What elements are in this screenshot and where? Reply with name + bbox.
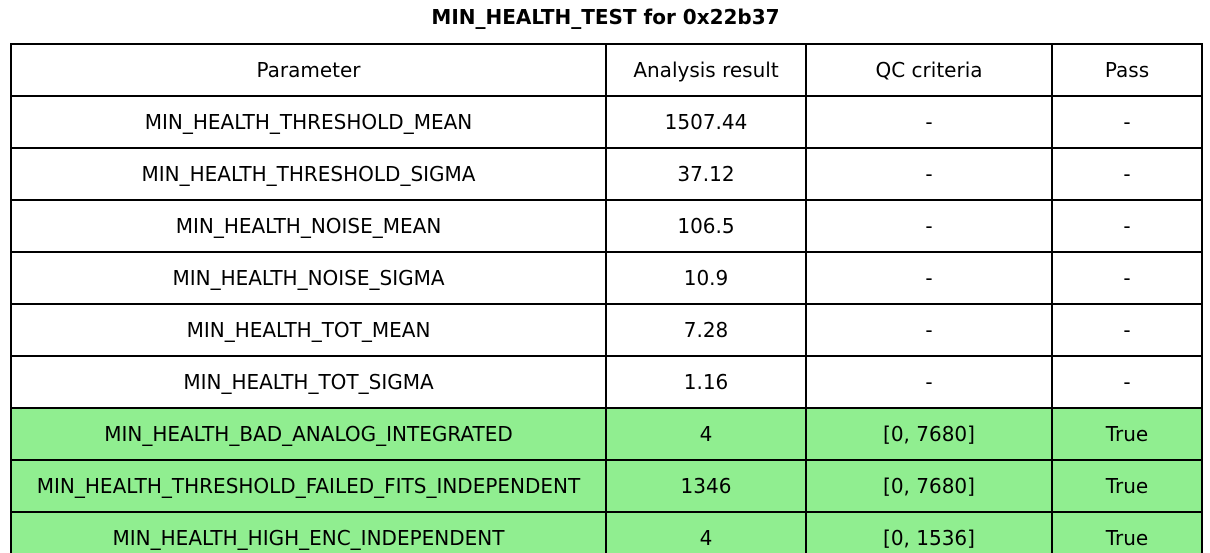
qc-criteria-cell: - — [805, 95, 1053, 149]
parameter-cell: MIN_HEALTH_THRESHOLD_MEAN — [10, 95, 607, 149]
parameter-cell: MIN_HEALTH_HIGH_ENC_INDEPENDENT — [10, 511, 607, 553]
pass-cell: - — [1051, 355, 1203, 409]
qc-criteria-cell: - — [805, 251, 1053, 305]
parameter-cell: MIN_HEALTH_NOISE_SIGMA — [10, 251, 607, 305]
pass-cell: - — [1051, 199, 1203, 253]
parameter-cell: MIN_HEALTH_THRESHOLD_FAILED_FITS_INDEPEN… — [10, 459, 607, 513]
pass-cell: - — [1051, 147, 1203, 201]
analysis-result-cell: 1346 — [605, 459, 807, 513]
analysis-result-cell: 4 — [605, 511, 807, 553]
col-header-pass: Pass — [1051, 43, 1203, 97]
table-row-passed: MIN_HEALTH_HIGH_ENC_INDEPENDENT 4 [0, 15… — [10, 511, 1203, 553]
qc-criteria-cell: [0, 7680] — [805, 407, 1053, 461]
header-row: Parameter Analysis result QC criteria Pa… — [10, 43, 1203, 97]
parameter-cell: MIN_HEALTH_NOISE_MEAN — [10, 199, 607, 253]
parameter-cell: MIN_HEALTH_BAD_ANALOG_INTEGRATED — [10, 407, 607, 461]
analysis-result-cell: 1.16 — [605, 355, 807, 409]
qc-criteria-cell: - — [805, 355, 1053, 409]
qc-criteria-cell: - — [805, 147, 1053, 201]
table-row-passed: MIN_HEALTH_BAD_ANALOG_INTEGRATED 4 [0, 7… — [10, 407, 1203, 461]
parameter-cell: MIN_HEALTH_THRESHOLD_SIGMA — [10, 147, 607, 201]
qc-criteria-cell: - — [805, 199, 1053, 253]
table-row: MIN_HEALTH_TOT_MEAN 7.28 - - — [10, 303, 1203, 357]
table-row: MIN_HEALTH_NOISE_MEAN 106.5 - - — [10, 199, 1203, 253]
qc-criteria-cell: [0, 1536] — [805, 511, 1053, 553]
table-row: MIN_HEALTH_TOT_SIGMA 1.16 - - — [10, 355, 1203, 409]
pass-cell: True — [1051, 407, 1203, 461]
pass-cell: - — [1051, 251, 1203, 305]
table-row: MIN_HEALTH_NOISE_SIGMA 10.9 - - — [10, 251, 1203, 305]
analysis-result-cell: 106.5 — [605, 199, 807, 253]
analysis-result-cell: 4 — [605, 407, 807, 461]
parameter-cell: MIN_HEALTH_TOT_SIGMA — [10, 355, 607, 409]
qc-criteria-cell: - — [805, 303, 1053, 357]
table-row: MIN_HEALTH_THRESHOLD_MEAN 1507.44 - - — [10, 95, 1203, 149]
page-title: MIN_HEALTH_TEST for 0x22b37 — [431, 5, 780, 29]
col-header-analysis-result: Analysis result — [605, 43, 807, 97]
col-header-qc-criteria: QC criteria — [805, 43, 1053, 97]
analysis-result-cell: 37.12 — [605, 147, 807, 201]
qc-results-table: Parameter Analysis result QC criteria Pa… — [10, 43, 1203, 553]
analysis-result-cell: 1507.44 — [605, 95, 807, 149]
pass-cell: - — [1051, 95, 1203, 149]
table-row: MIN_HEALTH_THRESHOLD_SIGMA 37.12 - - — [10, 147, 1203, 201]
pass-cell: True — [1051, 459, 1203, 513]
pass-cell: - — [1051, 303, 1203, 357]
analysis-result-cell: 7.28 — [605, 303, 807, 357]
analysis-result-cell: 10.9 — [605, 251, 807, 305]
parameter-cell: MIN_HEALTH_TOT_MEAN — [10, 303, 607, 357]
pass-cell: True — [1051, 511, 1203, 553]
table-row-passed: MIN_HEALTH_THRESHOLD_FAILED_FITS_INDEPEN… — [10, 459, 1203, 513]
col-header-parameter: Parameter — [10, 43, 607, 97]
qc-criteria-cell: [0, 7680] — [805, 459, 1053, 513]
